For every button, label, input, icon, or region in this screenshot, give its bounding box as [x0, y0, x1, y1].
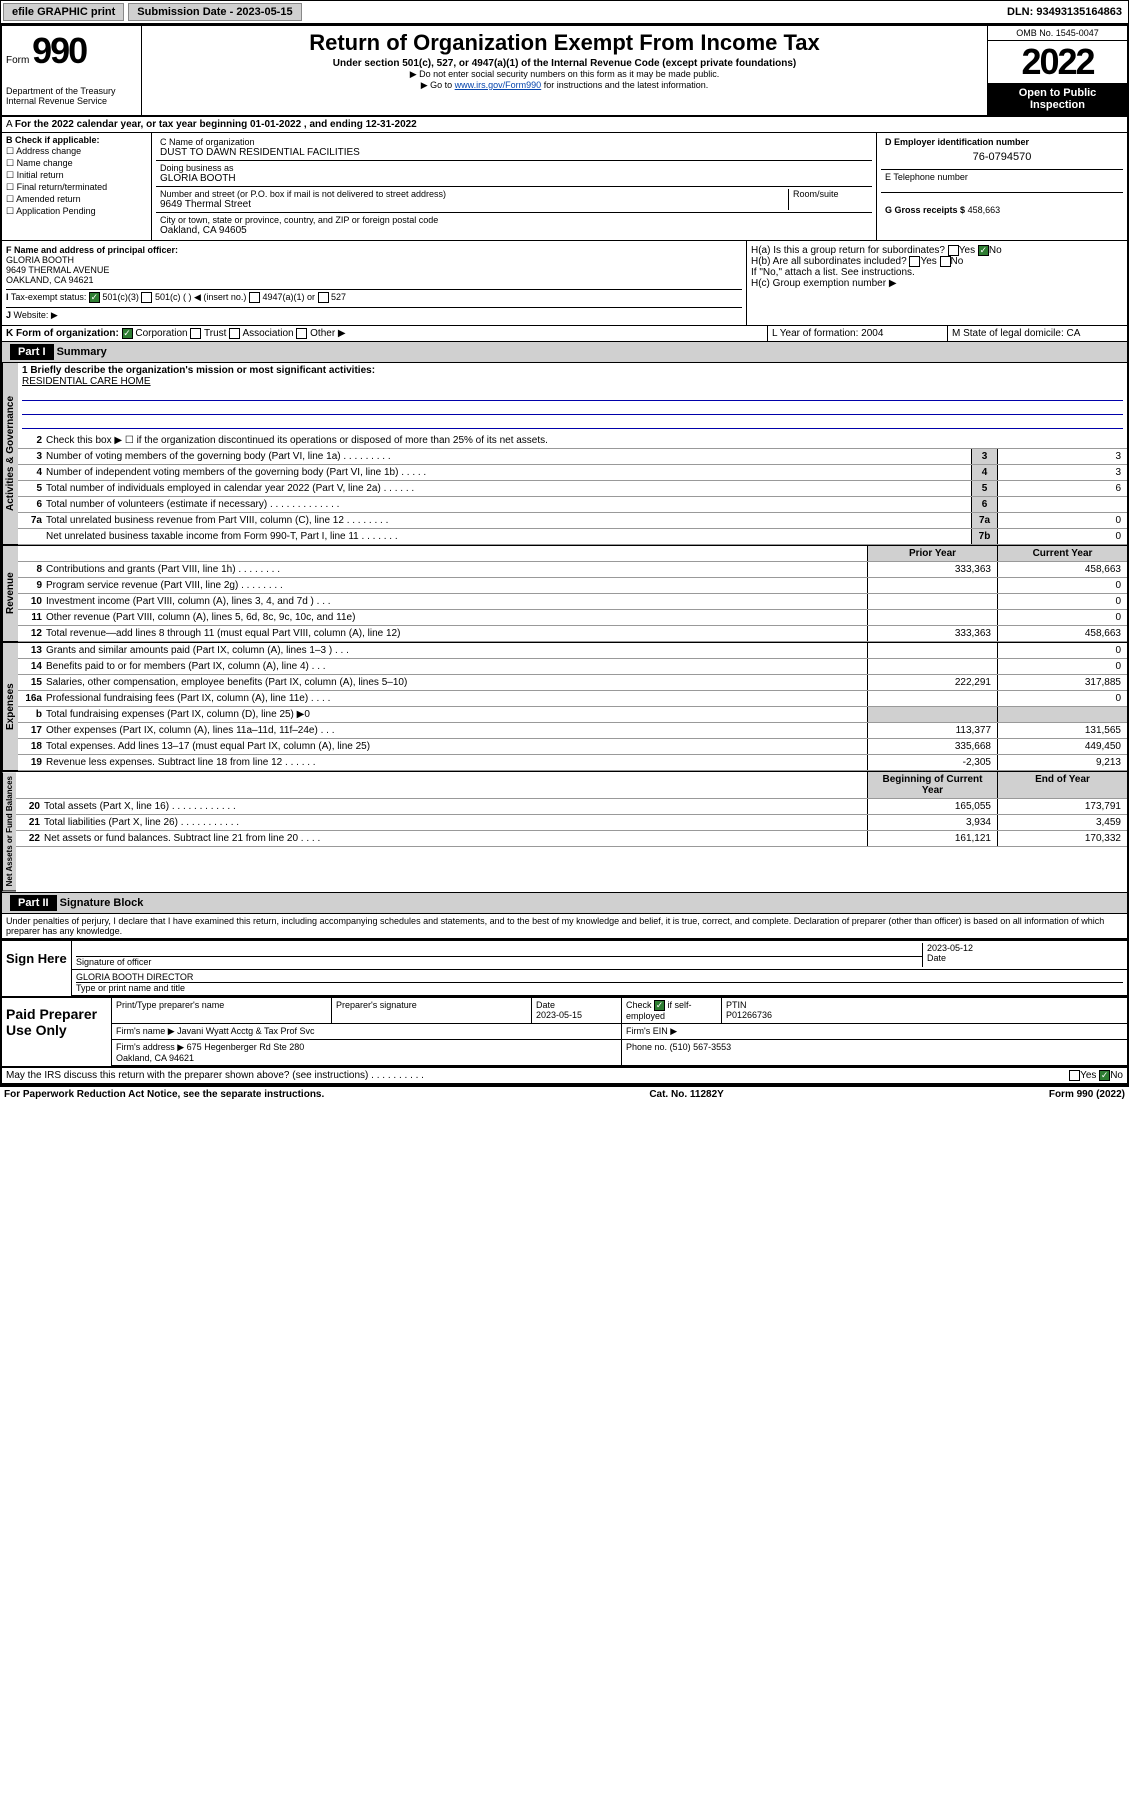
check-527[interactable] [318, 292, 329, 303]
year-formation: L Year of formation: 2004 [767, 326, 947, 341]
table-row: 14Benefits paid to or for members (Part … [18, 659, 1127, 675]
table-row: bTotal fundraising expenses (Part IX, co… [18, 707, 1127, 723]
org-name: DUST TO DAWN RESIDENTIAL FACILITIES [160, 147, 868, 158]
tax-year: 2022 [988, 41, 1127, 83]
table-row: 6Total number of volunteers (estimate if… [18, 497, 1127, 513]
form-title: Return of Organization Exempt From Incom… [146, 30, 983, 56]
preparer-date: 2023-05-15 [536, 1010, 582, 1020]
check-4947[interactable] [249, 292, 260, 303]
ptin-value: P01266736 [726, 1010, 772, 1020]
officer-name: GLORIA BOOTH [6, 255, 742, 265]
form-subtitle: Under section 501(c), 527, or 4947(a)(1)… [146, 58, 983, 69]
table-row: 20Total assets (Part X, line 16) . . . .… [16, 799, 1127, 815]
firm-addr2: Oakland, CA 94621 [116, 1053, 194, 1063]
open-inspection-badge: Open to Public Inspection [988, 83, 1127, 115]
expenses-label: Expenses [2, 643, 18, 771]
submission-date-button[interactable]: Submission Date - 2023-05-15 [128, 3, 301, 21]
part2-header: Part II [10, 895, 57, 911]
table-row: 15Salaries, other compensation, employee… [18, 675, 1127, 691]
department-label: Department of the Treasury Internal Reve… [6, 86, 137, 106]
dln-label: DLN: 93493135164863 [1001, 4, 1128, 20]
table-row: 3Number of voting members of the governi… [18, 449, 1127, 465]
part1-header: Part I [10, 344, 54, 360]
table-row: 11Other revenue (Part VIII, column (A), … [18, 610, 1127, 626]
check-self-employed[interactable]: ✓ [654, 1000, 665, 1011]
firm-phone: (510) 567-3553 [670, 1042, 732, 1052]
block-d: D Employer identification number76-07945… [877, 133, 1127, 240]
sign-here-label: Sign Here [2, 941, 72, 996]
footer-cat: Cat. No. 11282Y [649, 1089, 723, 1100]
officer-city: OAKLAND, CA 94621 [6, 275, 742, 285]
form-number: 990 [32, 30, 86, 71]
penalties-text: Under penalties of perjury, I declare th… [2, 914, 1127, 939]
governance-label: Activities & Governance [2, 363, 18, 545]
footer-right: Form 990 (2022) [1049, 1089, 1125, 1100]
dba-name: GLORIA BOOTH [160, 173, 868, 184]
table-row: 16aProfessional fundraising fees (Part I… [18, 691, 1127, 707]
officer-street: 9649 THERMAL AVENUE [6, 265, 742, 275]
table-row: 18Total expenses. Add lines 13–17 (must … [18, 739, 1127, 755]
table-row: 5Total number of individuals employed in… [18, 481, 1127, 497]
check-501c3[interactable]: ✓ [89, 292, 100, 303]
officer-sig-name: GLORIA BOOTH DIRECTOR [76, 972, 1123, 983]
table-row: 22Net assets or fund balances. Subtract … [16, 831, 1127, 847]
irs-link[interactable]: www.irs.gov/Form990 [455, 80, 542, 90]
firm-name: Javani Wyatt Acctg & Tax Prof Svc [177, 1026, 314, 1036]
ssn-note: ▶ Do not enter social security numbers o… [146, 69, 983, 80]
form-word: Form [6, 55, 29, 66]
table-row: 19Revenue less expenses. Subtract line 1… [18, 755, 1127, 771]
table-row: 4Number of independent voting members of… [18, 465, 1127, 481]
table-row: Net unrelated business taxable income fr… [18, 529, 1127, 545]
table-row: 9Program service revenue (Part VIII, lin… [18, 578, 1127, 594]
table-row: 8Contributions and grants (Part VIII, li… [18, 562, 1127, 578]
block-c: C Name of organizationDUST TO DAWN RESID… [152, 133, 877, 240]
check-501c[interactable] [141, 292, 152, 303]
check-corporation[interactable]: ✓ [122, 328, 133, 339]
omb-number: OMB No. 1545-0047 [988, 26, 1127, 41]
table-row: 10Investment income (Part VIII, column (… [18, 594, 1127, 610]
top-bar: efile GRAPHIC print Submission Date - 20… [0, 0, 1129, 24]
city-state-zip: Oakland, CA 94605 [160, 225, 868, 236]
firm-addr1: 675 Hegenberger Rd Ste 280 [187, 1042, 305, 1052]
table-row: 12Total revenue—add lines 8 through 11 (… [18, 626, 1127, 642]
ein-value: 76-0794570 [885, 147, 1119, 167]
paid-preparer-label: Paid Preparer Use Only [2, 998, 112, 1066]
table-row: 7aTotal unrelated business revenue from … [18, 513, 1127, 529]
table-row: 13Grants and similar amounts paid (Part … [18, 643, 1127, 659]
efile-button[interactable]: efile GRAPHIC print [3, 3, 124, 21]
footer-left: For Paperwork Reduction Act Notice, see … [4, 1089, 324, 1100]
goto-post: for instructions and the latest informat… [541, 80, 708, 90]
table-row: 17Other expenses (Part IX, column (A), l… [18, 723, 1127, 739]
state-domicile: M State of legal domicile: CA [947, 326, 1127, 341]
netassets-label: Net Assets or Fund Balances [2, 772, 16, 891]
mission-text: RESIDENTIAL CARE HOME [22, 376, 1123, 387]
phone-value [885, 182, 1119, 190]
table-row: 21Total liabilities (Part X, line 26) . … [16, 815, 1127, 831]
revenue-label: Revenue [2, 546, 18, 642]
block-b: B Check if applicable: ☐ Address change … [2, 133, 152, 240]
period-row: A For the 2022 calendar year, or tax yea… [2, 117, 1127, 133]
goto-pre: ▶ Go to [421, 80, 455, 90]
gross-receipts: 458,663 [968, 205, 1001, 215]
form-container: Form 990 Department of the Treasury Inte… [0, 24, 1129, 1087]
street-address: 9649 Thermal Street [160, 199, 788, 210]
